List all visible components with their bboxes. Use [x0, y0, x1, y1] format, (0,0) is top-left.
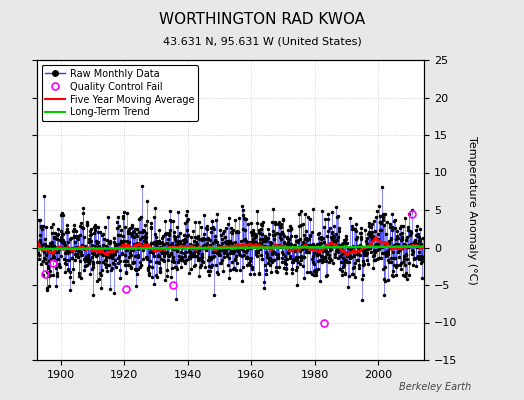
- Text: 43.631 N, 95.631 W (United States): 43.631 N, 95.631 W (United States): [162, 36, 362, 46]
- Legend: Raw Monthly Data, Quality Control Fail, Five Year Moving Average, Long-Term Tren: Raw Monthly Data, Quality Control Fail, …: [41, 65, 198, 121]
- Text: Berkeley Earth: Berkeley Earth: [399, 382, 472, 392]
- Y-axis label: Temperature Anomaly (°C): Temperature Anomaly (°C): [467, 136, 477, 284]
- Text: WORTHINGTON RAD KWOA: WORTHINGTON RAD KWOA: [159, 12, 365, 27]
